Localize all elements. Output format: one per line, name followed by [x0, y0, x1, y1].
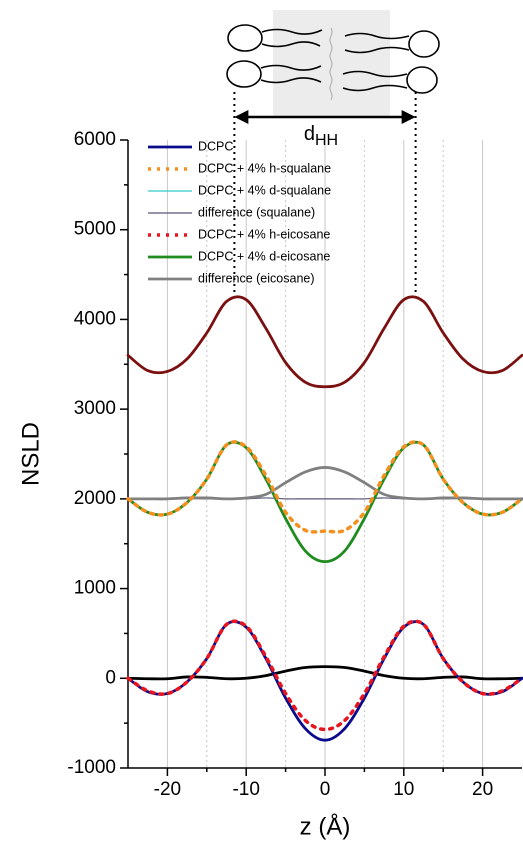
molecule-sketch — [226, 10, 440, 118]
x-tick-label: 10 — [393, 779, 414, 800]
series-line — [126, 295, 523, 389]
annotation-subscript: HH — [315, 132, 338, 149]
x-tick-label: -20 — [154, 779, 181, 800]
y-axis-label: NSLD — [17, 422, 44, 486]
legend-label: difference (eicosane) — [198, 271, 315, 285]
y-tick-label: 4000 — [74, 308, 116, 329]
y-tick-label: 1000 — [74, 578, 116, 599]
arrow-head — [234, 110, 249, 124]
x-axis-label: z (Å) — [300, 812, 351, 840]
y-tick-label: 2000 — [74, 488, 116, 509]
legend-label: DCPC — [198, 139, 233, 153]
y-tick-label: 6000 — [74, 129, 116, 150]
series-line — [126, 440, 523, 534]
x-tick-label: 0 — [320, 779, 331, 800]
y-tick-label: 3000 — [74, 398, 116, 419]
arrow-head — [401, 110, 416, 124]
annotation-text: d — [304, 123, 315, 145]
x-tick-label: 20 — [472, 779, 493, 800]
annotation-label: dHH — [304, 123, 338, 149]
y-tick-label: 0 — [105, 667, 116, 688]
legend-label: DCPC + 4% h-squalane — [198, 161, 331, 175]
legend-label: DCPC + 4% d-eicosane — [198, 249, 330, 263]
x-tick-label: -10 — [232, 779, 259, 800]
legend-label: DCPC + 4% d-squalane — [198, 183, 331, 197]
y-tick-label: 5000 — [74, 219, 116, 240]
y-tick-label: -1000 — [67, 757, 116, 778]
series-line — [126, 619, 523, 732]
legend-label: DCPC + 4% h-eicosane — [198, 227, 330, 241]
legend-label: difference (squalane) — [198, 205, 315, 219]
